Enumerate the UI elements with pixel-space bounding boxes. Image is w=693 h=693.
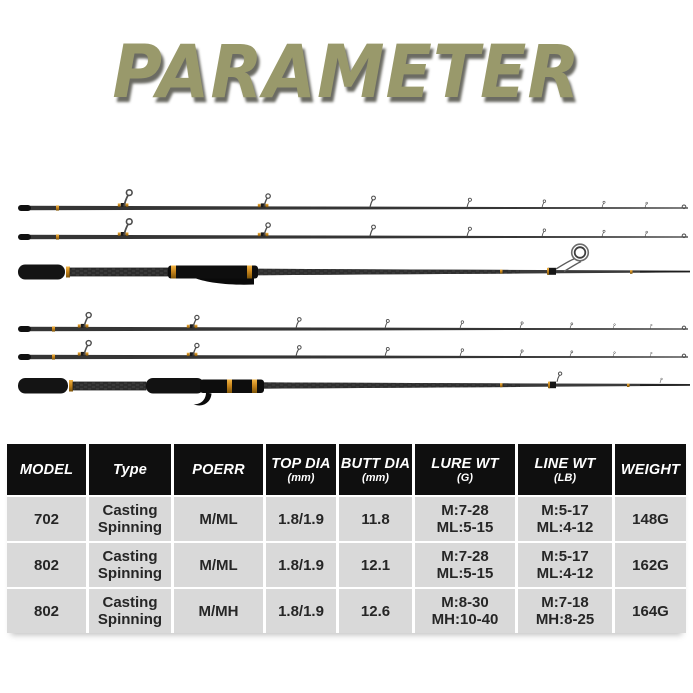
col-header-weight: WEIGHT [615, 444, 686, 495]
cell-value: 148G [632, 510, 669, 528]
col-header-power: POERR [174, 444, 263, 495]
cell-model: 802 [7, 589, 86, 633]
cell-line-wt: M:5-17 ML:4-12 [518, 497, 612, 541]
col-header-label: WEIGHT [620, 461, 681, 478]
col-header-top-dia: TOP DIA (mm) [266, 444, 336, 495]
col-header-unit: (LB) [554, 471, 576, 484]
col-header-butt-dia: BUTT DIA (mm) [339, 444, 412, 495]
cell-value: 162G [632, 556, 669, 574]
cell-value: 164G [632, 602, 669, 620]
cell-value: 1.8/1.9 [278, 510, 324, 528]
cell-line-2: ML:5-15 [436, 519, 494, 536]
spec-table: MODEL Type POERR TOP DIA (mm) BUTT DIA (… [7, 444, 686, 633]
cell-value: 1.8/1.9 [278, 556, 324, 574]
cell-value: 12.6 [360, 602, 391, 620]
cell-lure-wt: M:7-28 ML:5-15 [415, 497, 515, 541]
cell-line-wt: M:5-17 ML:4-12 [518, 543, 612, 587]
cell-value: M/ML [199, 556, 238, 574]
cell-value: M/ML [199, 510, 238, 528]
spinning-rod-butt-section [18, 243, 690, 285]
cell-power: M/ML [174, 497, 263, 541]
cell-line-1: M:7-28 [441, 548, 489, 565]
col-header-label: LINE WT [534, 455, 596, 472]
cell-power: M/ML [174, 543, 263, 587]
cell-line-2: MH:10-40 [431, 611, 499, 628]
col-header-unit: (mm) [287, 471, 315, 484]
cell-top-dia: 1.8/1.9 [266, 589, 336, 633]
col-header-unit: (G) [457, 471, 473, 484]
cell-line-1: M:5-17 [541, 502, 589, 519]
cell-type: Casting Spinning [89, 497, 171, 541]
cell-weight: 148G [615, 497, 686, 541]
col-header-line-wt: LINE WT (LB) [518, 444, 612, 495]
col-header-label: TOP DIA [271, 455, 331, 472]
cell-weight: 164G [615, 589, 686, 633]
cell-model: 702 [7, 497, 86, 541]
cell-top-dia: 1.8/1.9 [266, 543, 336, 587]
cell-line-1: Casting [102, 594, 158, 611]
cell-line-1: M:8-30 [441, 594, 489, 611]
cell-line-2: Spinning [97, 611, 163, 628]
cell-lure-wt: M:8-30 MH:10-40 [415, 589, 515, 633]
cell-line-2: ML:4-12 [536, 565, 594, 582]
col-header-label: BUTT DIA [340, 455, 411, 472]
cell-butt-dia: 12.6 [339, 589, 412, 633]
page-title: PARAMETER [112, 30, 581, 115]
fishing-rod-illustration [0, 160, 690, 406]
cell-line-1: M:7-28 [441, 502, 489, 519]
cell-line-2: Spinning [97, 565, 163, 582]
col-header-type: Type [89, 444, 171, 495]
cell-line-2: ML:4-12 [536, 519, 594, 536]
cell-top-dia: 1.8/1.9 [266, 497, 336, 541]
spinning-rod-tip-section-1 [18, 190, 688, 211]
casting-rod-tip-section-2 [18, 341, 688, 360]
spinning-rod-tip-section-2 [18, 219, 688, 240]
cell-line-wt: M:7-18 MH:8-25 [518, 589, 612, 633]
cell-lure-wt: M:7-28 ML:5-15 [415, 543, 515, 587]
cell-line-2: Spinning [97, 519, 163, 536]
cell-value: 802 [33, 602, 60, 620]
cell-value: 1.8/1.9 [278, 602, 324, 620]
cell-value: 702 [33, 510, 60, 528]
col-header-lure-wt: LURE WT (G) [415, 444, 515, 495]
cell-value: M/MH [198, 602, 239, 620]
cell-butt-dia: 11.8 [339, 497, 412, 541]
col-header-label: Type [112, 461, 148, 478]
col-header-label: POERR [192, 461, 245, 478]
spinning-reel-seat [168, 265, 258, 279]
cell-butt-dia: 12.1 [339, 543, 412, 587]
col-header-label: LURE WT [431, 455, 499, 472]
cell-power: M/MH [174, 589, 263, 633]
cell-line-1: M:7-18 [541, 594, 589, 611]
cell-line-1: Casting [102, 548, 158, 565]
cell-line-1: M:5-17 [541, 548, 589, 565]
cell-line-1: Casting [102, 502, 158, 519]
cell-type: Casting Spinning [89, 543, 171, 587]
cell-line-2: MH:8-25 [535, 611, 595, 628]
cell-value: 802 [33, 556, 60, 574]
casting-rod-tip-section-1 [18, 313, 688, 332]
casting-eva-handle [18, 378, 68, 394]
cell-model: 802 [7, 543, 86, 587]
col-header-model: MODEL [7, 444, 86, 495]
casting-rod-butt-section [18, 371, 690, 406]
spinning-stripper-guide [570, 243, 590, 262]
col-header-unit: (mm) [362, 471, 389, 484]
col-header-label: MODEL [19, 461, 74, 478]
cell-line-2: ML:5-15 [436, 565, 494, 582]
cell-weight: 162G [615, 543, 686, 587]
cell-value: 12.1 [360, 556, 391, 574]
casting-trigger-grip [193, 392, 212, 406]
spinning-eva-handle [18, 264, 65, 280]
cell-type: Casting Spinning [89, 589, 171, 633]
cell-value: 11.8 [361, 510, 390, 528]
